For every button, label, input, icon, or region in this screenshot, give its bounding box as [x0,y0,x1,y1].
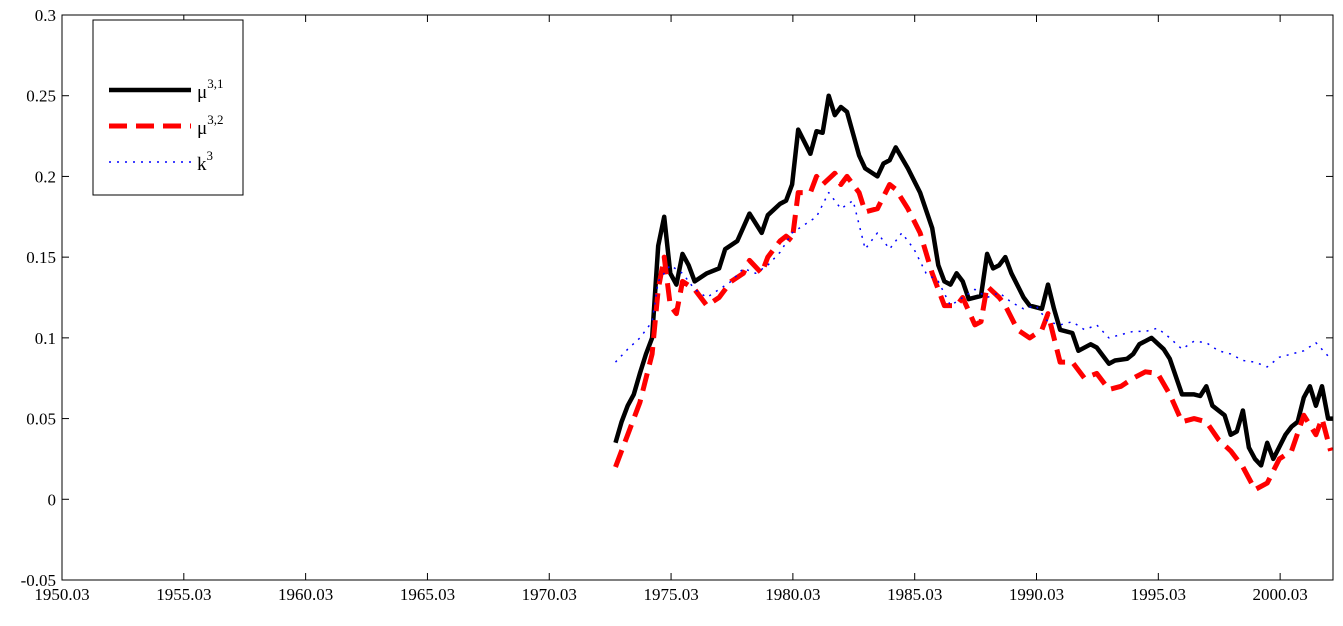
y-tick-label: 0.05 [26,410,56,429]
legend-label: k3 [197,148,213,175]
legend: μ3,1 μ3,2 k3 [92,19,244,196]
y-tick-label: 0 [48,490,57,509]
x-tick-label: 2000.03 [1253,585,1308,604]
data-line [613,93,1333,468]
data-line [614,191,1332,368]
data-line [613,170,1333,493]
x-tick-label: 1975.03 [643,585,698,604]
x-tick-label: 1970.03 [522,585,577,604]
x-tick-label: 1980.03 [765,585,820,604]
y-tick-label: -0.05 [21,571,56,590]
y-tick-label: 0.25 [26,87,56,106]
x-tick-label: 1960.03 [278,585,333,604]
legend-box [92,19,244,196]
x-tick-label: 1950.03 [34,585,89,604]
y-tick-label: 0.15 [26,248,56,267]
y-tick-label: 0.1 [35,329,56,348]
legend-label: μ3,1 [197,76,223,103]
y-tick-label: 0.2 [35,167,56,186]
y-tick-label: 0.3 [35,6,56,25]
legend-label: μ3,2 [197,112,223,139]
x-tick-label: 1955.03 [156,585,211,604]
x-tick-label: 1965.03 [400,585,455,604]
plot-frame [61,14,1334,581]
x-tick-label: 1990.03 [1009,585,1064,604]
x-tick-label: 1985.03 [887,585,942,604]
x-tick-label: 1995.03 [1131,585,1186,604]
